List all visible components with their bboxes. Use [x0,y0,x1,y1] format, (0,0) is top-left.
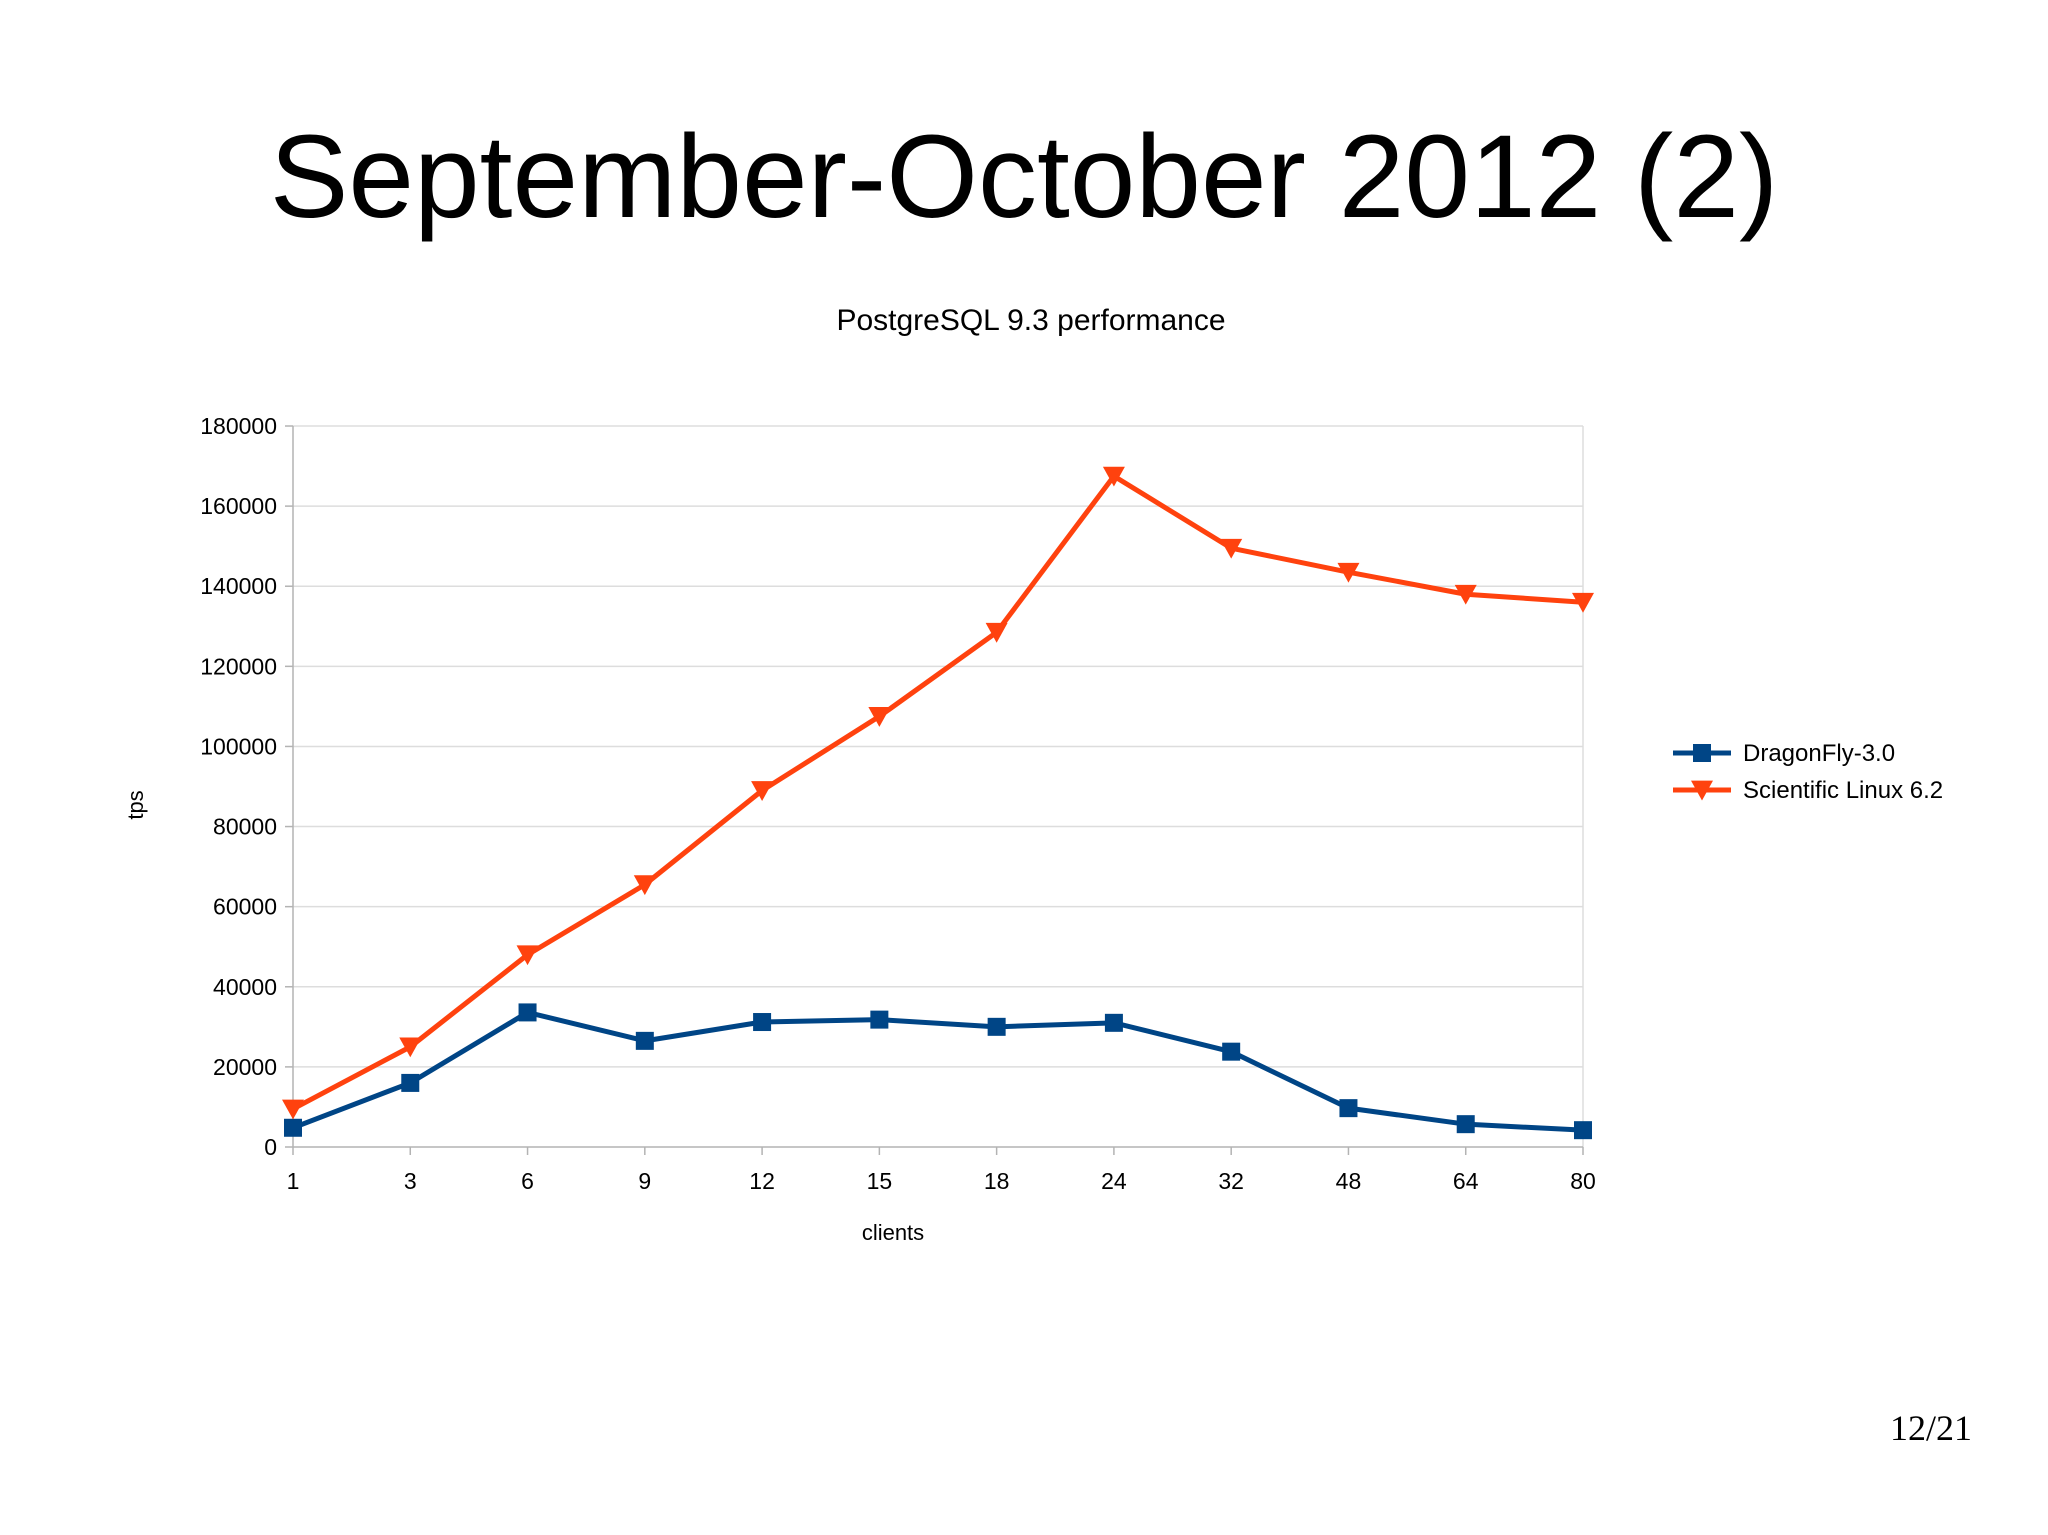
data-point-1-6 [985,622,1008,643]
y-axis-label: tps [123,790,148,819]
x-tick-label-12: 12 [749,1168,775,1194]
data-point-0-6 [987,1017,1006,1036]
chart-title: PostgreSQL 9.3 performance [836,304,1225,337]
data-point-1-4 [751,781,774,801]
data-point-0-8 [1222,1042,1241,1061]
data-point-1-7 [1102,466,1125,487]
x-tick-label-80: 80 [1570,1168,1596,1194]
data-point-0-0 [284,1118,302,1137]
data-series [282,466,1594,1140]
legend-marker-0 [1693,744,1711,762]
page-number: 12/21 [1889,1408,1972,1448]
slide-title: September-October 2012 (2) [269,111,1779,243]
x-tick-label-15: 15 [867,1168,893,1194]
data-point-1-8 [1220,538,1243,559]
y-tick-label-140000: 140000 [200,573,277,599]
x-tick-label-48: 48 [1336,1168,1362,1194]
y-tick-labels: 0 20000 40000 60000 80000 100000 120000 140000 1… [200,413,277,1160]
x-tick-label-64: 64 [1453,1168,1479,1194]
data-point-1-5 [868,707,891,727]
series-0 [284,1003,1592,1140]
x-tick-label-18: 18 [984,1168,1010,1194]
y-tick-label-40000: 40000 [213,974,277,1000]
data-point-0-7 [1104,1013,1123,1032]
data-point-0-10 [1456,1115,1475,1134]
x-axis-label: clients [862,1220,924,1245]
legend: DragonFly-3.0 Scientific Linux 6.2 [1673,740,1943,804]
x-tick-label-1: 1 [287,1168,300,1194]
y-tick-label-60000: 60000 [213,894,277,920]
data-point-0-1 [401,1073,420,1092]
data-point-1-2 [516,945,539,966]
data-point-1-9 [1337,562,1360,583]
data-point-1-1 [399,1037,422,1058]
data-point-1-3 [633,875,656,896]
data-point-1-10 [1454,584,1477,605]
grid-lines [293,425,1584,1147]
data-point-1-0 [282,1099,304,1120]
legend-marker-1 [1691,780,1713,801]
y-tick-label-80000: 80000 [213,814,277,840]
y-tick-label-0: 0 [264,1134,277,1160]
data-point-0-9 [1339,1099,1358,1118]
series-line-0 [290,1009,1586,1133]
series-line-1 [290,473,1586,1112]
x-tick-label-24: 24 [1101,1168,1127,1194]
x-tick-label-9: 9 [638,1168,651,1194]
legend-label-1: Scientific Linux 6.2 [1743,777,1943,804]
x-tick-label-3: 3 [404,1168,417,1194]
series-1 [282,466,1594,1120]
axes [285,425,1584,1155]
data-point-0-11 [1574,1121,1592,1140]
x-tick-label-6: 6 [521,1168,534,1194]
y-tick-label-20000: 20000 [213,1054,277,1080]
x-tick-label-32: 32 [1218,1168,1244,1194]
data-point-0-3 [635,1031,654,1050]
x-tick-labels: 1 3 6 9 12 15 18 24 32 48 64 80 [287,1168,1596,1194]
data-point-0-4 [753,1013,772,1032]
y-tick-label-180000: 180000 [200,413,277,439]
y-tick-label-100000: 100000 [200,733,277,759]
y-tick-label-160000: 160000 [200,493,277,519]
data-point-0-5 [870,1010,889,1029]
y-tick-label-120000: 120000 [200,653,277,679]
legend-label-0: DragonFly-3.0 [1743,740,1895,767]
data-point-0-2 [518,1003,537,1022]
data-point-1-11 [1572,592,1594,613]
